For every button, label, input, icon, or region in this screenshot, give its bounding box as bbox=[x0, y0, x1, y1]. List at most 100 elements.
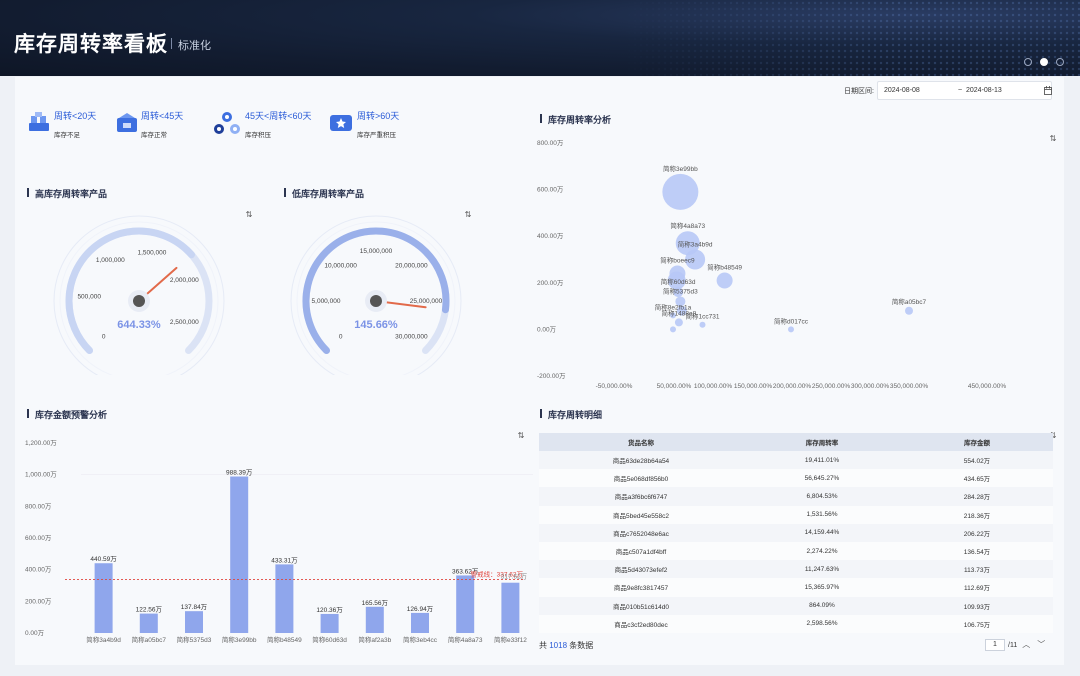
carousel-dot-2[interactable] bbox=[1040, 58, 1048, 66]
legend-title: 周转<45天 bbox=[141, 111, 184, 121]
scatter-bubble[interactable] bbox=[675, 296, 686, 307]
page-input[interactable]: 1 bbox=[985, 639, 1005, 651]
table-row[interactable]: 商品c3cf2ed80dec 2,598.56% 106.75万 bbox=[539, 614, 1053, 633]
table-row[interactable]: 商品c7652048e6ac 14,159.44% 206.22万 bbox=[539, 523, 1053, 542]
scatter-bubble-label: 简称boeec9 bbox=[660, 255, 695, 264]
table-row[interactable]: 商品c507a1df4bff 2,274.22% 136.54万 bbox=[539, 541, 1053, 561]
page-subtitle: 标准化 bbox=[178, 40, 211, 52]
bar[interactable] bbox=[275, 564, 294, 633]
table-row[interactable]: 商品5d43073efef2 11,247.63% 113.73万 bbox=[539, 560, 1053, 579]
bar[interactable] bbox=[456, 575, 475, 633]
scatter-bubble-label: 简称b48549 bbox=[707, 262, 742, 271]
date-start[interactable]: 2024-08-08 bbox=[884, 87, 920, 94]
cell-turnover-rate: 15,365.97% bbox=[804, 583, 840, 591]
bar[interactable] bbox=[94, 563, 113, 633]
table-row[interactable]: 商品9e8fc3817457 15,365.97% 112.69万 bbox=[539, 578, 1053, 597]
bar-category-label: 简称af2a3b bbox=[358, 635, 391, 644]
cell-inventory-amount: 112.69万 bbox=[964, 585, 990, 593]
date-range-label: 日期区间: bbox=[844, 88, 874, 95]
scatter-bubble-label: 简称60d63d bbox=[661, 277, 696, 286]
scatter-bubble[interactable] bbox=[716, 272, 733, 289]
detail-table: 货品名称 库存周转率 库存金额 商品63de28b64a54 19,411.01%… bbox=[539, 433, 1053, 633]
header-inventory-amount[interactable]: 库存金额 bbox=[964, 440, 990, 447]
cell-product-name: 商品c3cf2ed80dec bbox=[614, 621, 668, 629]
scatter-bubble[interactable] bbox=[670, 312, 676, 319]
table-row[interactable]: 商品010b51c614d0 864.09% 109.93万 bbox=[539, 596, 1053, 615]
carousel-dots bbox=[1024, 58, 1064, 66]
carousel-dot-3[interactable] bbox=[1056, 58, 1064, 66]
page-title: 库存周转率看板 bbox=[14, 33, 168, 56]
page-down-icon[interactable]: ﹀ bbox=[1037, 640, 1046, 649]
bar[interactable] bbox=[185, 611, 203, 633]
bar-category-label: 简称60d63d bbox=[312, 635, 347, 644]
legend-item-severe: 周转>60天 库存严重积压 bbox=[329, 109, 439, 145]
scatter-bubble-label: 简称8e2fb1a bbox=[655, 302, 692, 311]
bar-value-label: 363.62万 bbox=[452, 567, 479, 575]
scatter-x-tick: 100,000.00% bbox=[694, 383, 733, 390]
scatter-bubble-label: 简称a05bc7 bbox=[892, 297, 927, 306]
dashboard-content: 日期区间: 2024-08-08 ~ 2024-08-13 周转<20天 库存不… bbox=[15, 77, 1064, 665]
gauge-progress bbox=[302, 227, 450, 354]
scatter-y-tick: -200.00万 bbox=[537, 372, 566, 380]
gauge-tick-label: 2,500,000 bbox=[170, 319, 199, 326]
scatter-filter-icon[interactable]: ⇅ bbox=[1049, 134, 1057, 143]
gauge-tick-label: 500,000 bbox=[77, 294, 101, 301]
high-gauge-filter-icon[interactable]: ⇅ bbox=[245, 210, 253, 219]
scatter-bubble[interactable] bbox=[788, 326, 794, 333]
scatter-y-tick: 600.00万 bbox=[537, 186, 564, 194]
table-row[interactable]: 商品5bed45e558c2 1,531.56% 218.36万 bbox=[539, 505, 1053, 524]
cell-inventory-amount: 218.36万 bbox=[963, 512, 991, 520]
bar-filter-icon[interactable]: ⇅ bbox=[517, 431, 525, 440]
cell-turnover-rate: 2,274.22% bbox=[806, 547, 838, 555]
scatter-bubble[interactable] bbox=[662, 173, 699, 210]
bar-value-label: 137.84万 bbox=[181, 603, 208, 611]
cell-inventory-amount: 284.28万 bbox=[963, 494, 991, 502]
bar[interactable] bbox=[501, 582, 520, 633]
table-row[interactable]: 商品63de28b64a54 19,411.01% 554.02万 bbox=[539, 451, 1053, 470]
date-end[interactable]: 2024-08-13 bbox=[966, 87, 1002, 94]
table-row[interactable]: 商品a3f6bc6f6747 6,804.53% 284.28万 bbox=[539, 487, 1053, 506]
legend-item-normal: 周转<45天 库存正常 bbox=[115, 109, 215, 145]
bar[interactable] bbox=[320, 613, 339, 633]
bar[interactable] bbox=[230, 476, 249, 633]
scatter-bubble[interactable] bbox=[670, 326, 676, 333]
cell-product-name: 商品a3f6bc6f6747 bbox=[614, 494, 668, 502]
header-turnover-rate[interactable]: 库存周转率 bbox=[805, 440, 839, 447]
bar[interactable] bbox=[411, 612, 429, 633]
bar[interactable] bbox=[139, 613, 158, 633]
scatter-bubble[interactable] bbox=[674, 318, 683, 327]
scatter-y-tick: 400.00万 bbox=[537, 232, 564, 240]
scatter-x-tick: 300,000.00% bbox=[851, 383, 890, 390]
scatter-bubble[interactable] bbox=[667, 271, 686, 290]
scatter-bubble[interactable] bbox=[699, 321, 706, 328]
header-product-name[interactable]: 货品名称 bbox=[628, 440, 654, 447]
date-range-picker[interactable]: 2024-08-08 ~ 2024-08-13 bbox=[877, 81, 1052, 100]
legend-desc: 库存严重积压 bbox=[357, 132, 396, 139]
table-row[interactable]: 商品5e068df856b0 56,645.27% 434.65万 bbox=[539, 469, 1053, 488]
carousel-dot-1[interactable] bbox=[1024, 58, 1032, 66]
bar[interactable] bbox=[365, 606, 384, 633]
bar-category-label: 简称3eb4cc bbox=[403, 635, 438, 644]
legend-title: 45天<周转<60天 bbox=[245, 111, 312, 121]
page-up-icon[interactable]: ︿ bbox=[1022, 640, 1031, 649]
scatter-bubble[interactable] bbox=[676, 305, 687, 316]
scatter-bubble[interactable] bbox=[685, 249, 706, 270]
scatter-bubble[interactable] bbox=[675, 231, 700, 256]
cell-product-name: 商品5e068df856b0 bbox=[613, 476, 669, 484]
low-gauge-filter-icon[interactable]: ⇅ bbox=[464, 210, 472, 219]
scatter-bubble-label: 简称3a4b9d bbox=[678, 240, 713, 249]
gauge-tick-label: 0 bbox=[339, 333, 343, 340]
scatter-y-tick: 0.00万 bbox=[537, 325, 557, 333]
scatter-bubble[interactable] bbox=[673, 287, 684, 298]
bar-value-label: 126.94万 bbox=[407, 605, 434, 613]
table-header: 货品名称 库存周转率 库存金额 bbox=[539, 433, 1053, 451]
cell-turnover-rate: 1,531.56% bbox=[806, 511, 838, 519]
scatter-bubble[interactable] bbox=[905, 306, 913, 315]
low-gauge: 0 5,000,000 10,000,000 15,000,000 20,000,000… bbox=[290, 215, 462, 375]
legend-desc: 库存正常 bbox=[141, 132, 167, 139]
scatter-y-tick: 800.00万 bbox=[537, 139, 564, 147]
scatter-y-tick: 200.00万 bbox=[537, 279, 564, 287]
calendar-icon[interactable] bbox=[1044, 86, 1052, 95]
bar-y-tick: 0.00万 bbox=[25, 629, 45, 637]
scatter-bubble-label: 简称3e99bb bbox=[663, 164, 698, 173]
